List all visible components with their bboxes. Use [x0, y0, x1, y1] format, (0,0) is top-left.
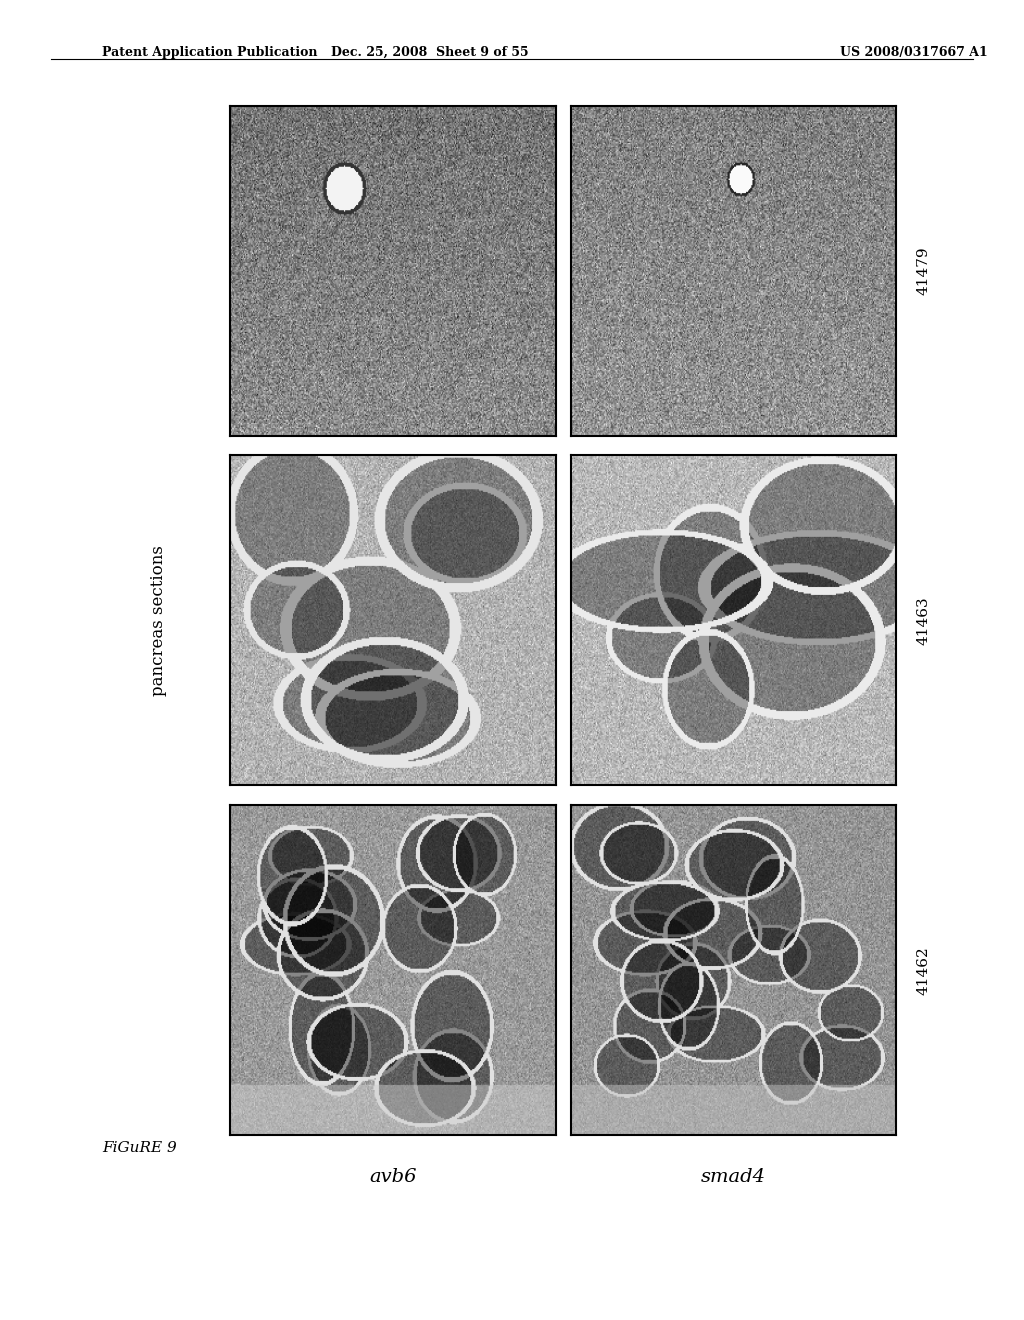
Text: pancreas sections: pancreas sections	[151, 545, 167, 696]
Text: 41462: 41462	[916, 946, 931, 994]
Text: 41479: 41479	[916, 247, 931, 294]
Text: Dec. 25, 2008  Sheet 9 of 55: Dec. 25, 2008 Sheet 9 of 55	[332, 46, 528, 59]
Text: Patent Application Publication: Patent Application Publication	[102, 46, 317, 59]
Text: avb6: avb6	[370, 1168, 417, 1187]
Text: 41463: 41463	[916, 597, 931, 644]
Text: US 2008/0317667 A1: US 2008/0317667 A1	[840, 46, 987, 59]
Text: smad4: smad4	[701, 1168, 766, 1187]
Text: FiGuRE 9: FiGuRE 9	[102, 1142, 177, 1155]
